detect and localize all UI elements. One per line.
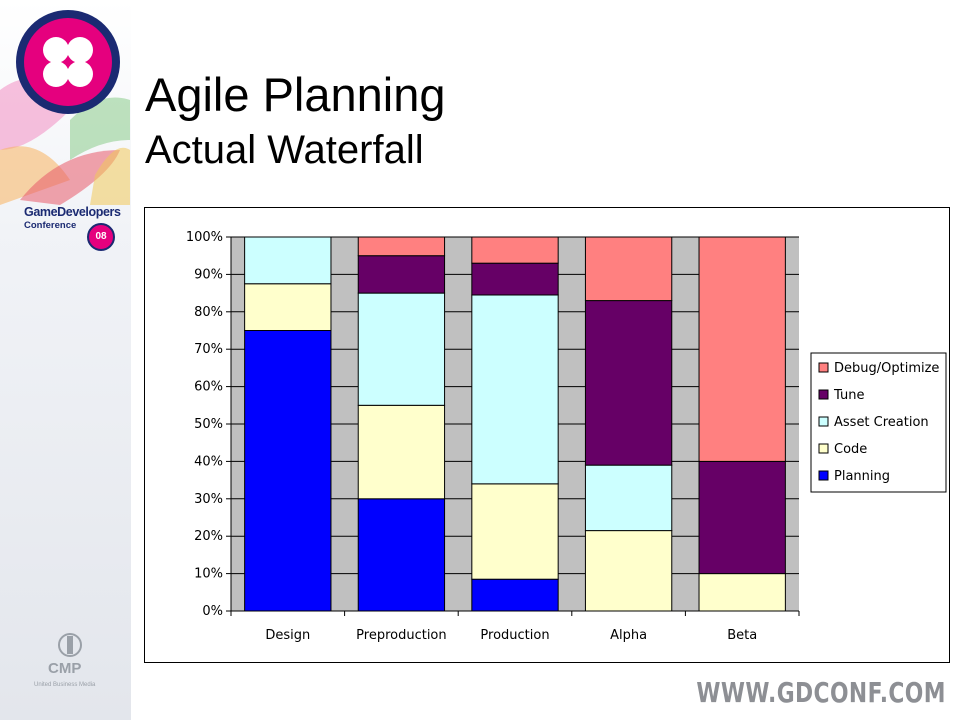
bar-segment-planning [244,330,332,612]
bar-segment-debug-optimize [471,236,559,264]
bar-segment-tune [357,255,446,294]
cmp-logo-subtext: United Business Media [34,682,96,688]
y-tick-label: 80% [194,305,223,320]
bar-segment-asset-creation [244,236,332,285]
bar-segment-asset-creation [584,464,673,532]
bar-segment-debug-optimize [698,236,786,462]
x-tick-label: Design [265,628,310,643]
bar-segment-code [357,404,446,500]
legend-label: Code [834,442,867,457]
y-tick-label: 40% [194,454,223,469]
y-tick-label: 50% [194,417,223,432]
y-tick-label: 0% [202,604,223,619]
y-tick-label: 100% [186,230,223,245]
legend-swatch [818,443,829,454]
bar-segment-code [584,530,673,612]
y-tick-label: 10% [194,567,223,582]
x-tick-label: Preproduction [356,628,446,643]
legend-swatch [818,362,829,373]
x-tick-label: Production [480,628,549,643]
bar-segment-tune [471,262,559,296]
y-tick-label: 20% [194,529,223,544]
bar-segment-code [471,483,559,580]
gdc-flower-logo [0,0,130,205]
bar-segment-asset-creation [357,292,446,406]
bar-segment-planning [357,498,446,612]
bar-segment-debug-optimize [584,236,673,302]
legend-label: Planning [834,469,890,484]
y-tick-label: 60% [194,380,223,395]
stacked-bar-chart: 0% 10% 20% 30% 40% 50% 60% 70% 80% 90% 100% Design P… [186,230,947,643]
footer-url: WWW.GDCONF.COM [696,676,946,709]
legend-box [810,352,947,493]
gdc-logo-conference: Conference [24,220,77,231]
cmp-logo-text: CMP [48,660,82,677]
legend-swatch [818,389,829,400]
bar-segment-code [698,573,786,612]
legend-swatch [818,416,829,427]
x-tick-label: Beta [727,628,757,643]
bar-segment-planning [471,578,559,612]
legend-label: Tune [833,388,864,403]
legend-swatch [818,470,829,481]
legend-label: Asset Creation [834,415,929,430]
x-tick-label: Alpha [610,628,647,643]
gdc-year-badge: 08 [87,223,115,251]
y-tick-label: 30% [194,492,223,507]
slide-title: Agile Planning [145,68,446,121]
chart-container: 0% 10% 20% 30% 40% 50% 60% 70% 80% 90% 100% Design P… [144,207,950,663]
bar-segment-asset-creation [471,294,559,485]
slide-subtitle: Actual Waterfall [145,128,424,172]
legend-label: Debug/Optimize [834,361,939,376]
bar-segment-debug-optimize [357,236,446,257]
y-tick-label: 90% [194,267,223,282]
gdc-logo-name: GameDevelopers [24,205,121,219]
y-tick-label: 70% [194,342,223,357]
cmp-logo-icon [58,633,82,657]
bar-segment-tune [584,300,673,466]
bar-segment-code [244,283,332,331]
bar-segment-tune [698,460,786,575]
